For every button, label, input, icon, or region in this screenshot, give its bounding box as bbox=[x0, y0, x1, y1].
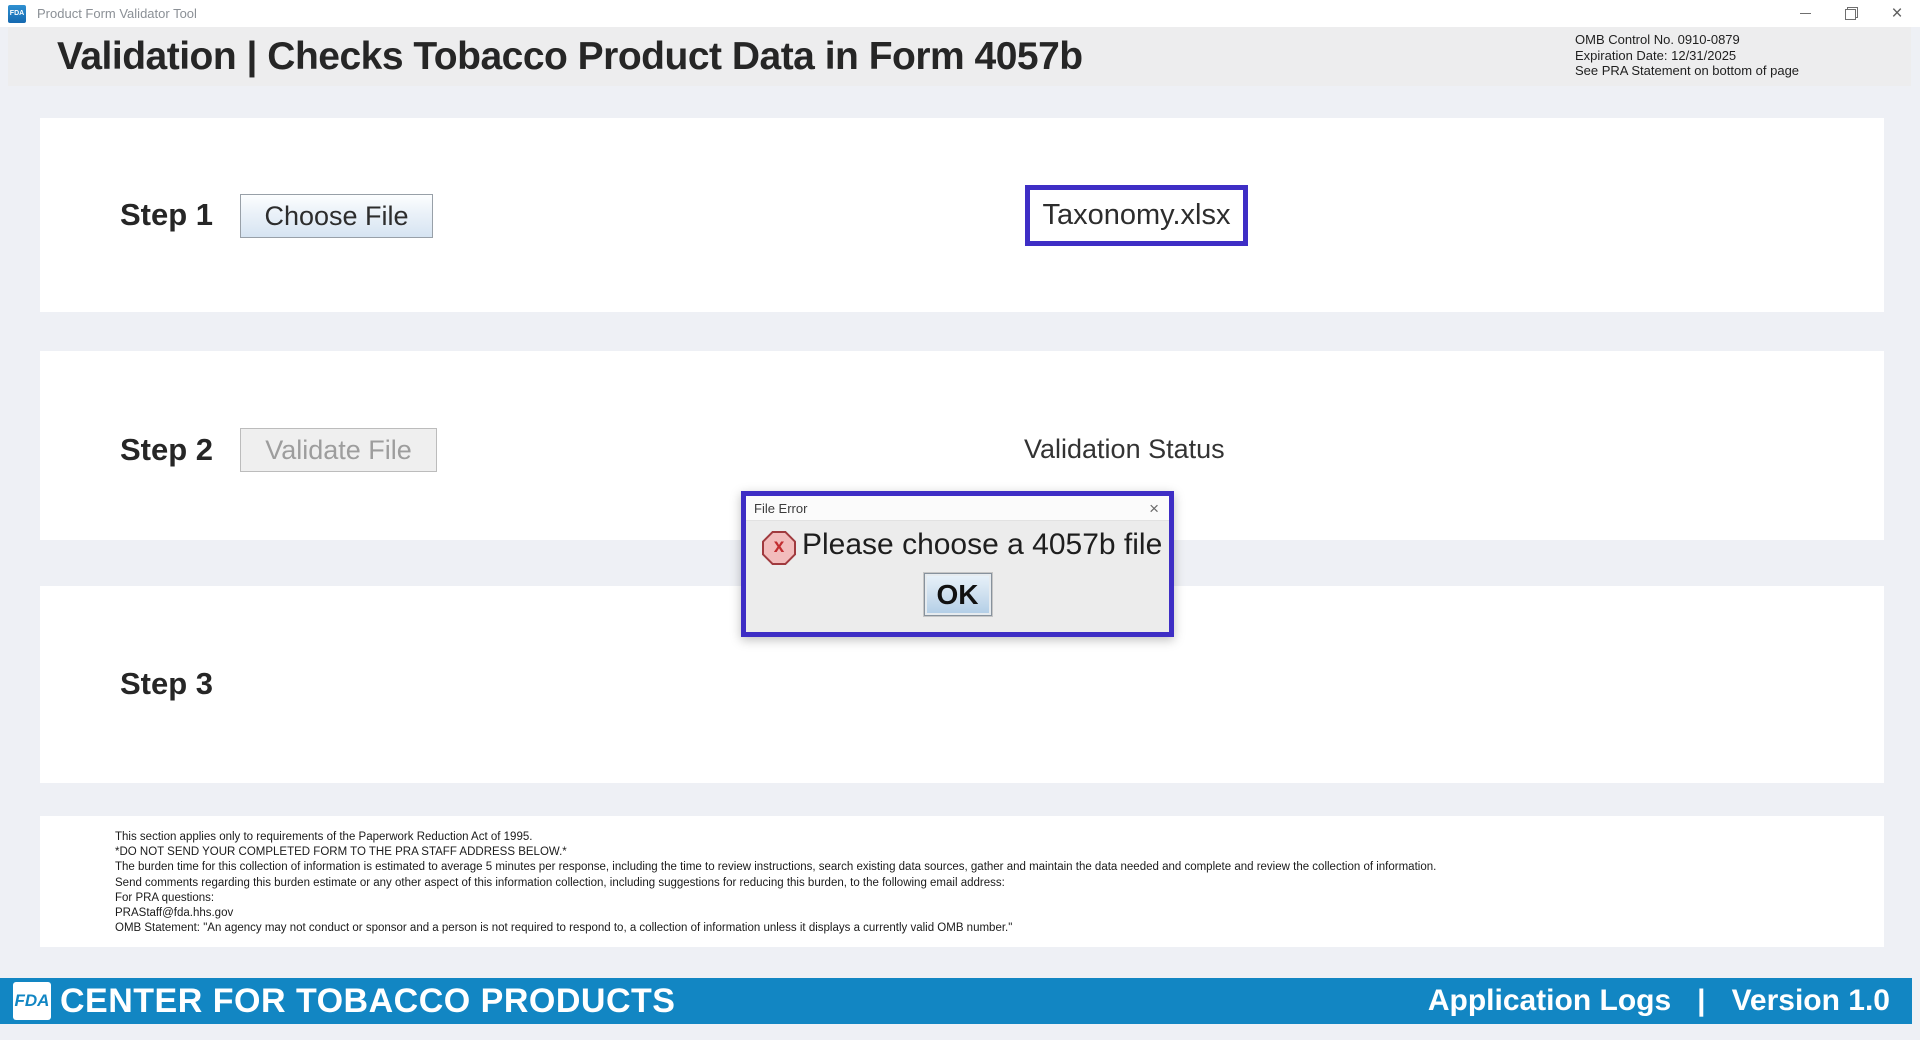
window-controls: × bbox=[1782, 0, 1920, 27]
omb-pra-note: See PRA Statement on bottom of page bbox=[1575, 63, 1800, 78]
error-icon: x bbox=[762, 531, 796, 565]
omb-info: OMB Control No. 0910-0879 Expiration Dat… bbox=[1575, 32, 1799, 79]
omb-control-number: OMB Control No. 0910-0879 bbox=[1575, 32, 1740, 47]
fda-app-icon: FDA bbox=[8, 4, 26, 23]
page-header: Validation | Checks Tobacco Product Data… bbox=[8, 27, 1911, 86]
footer-org-name: CENTER FOR TOBACCO PRODUCTS bbox=[60, 981, 676, 1020]
step1-card: Step 1 Choose File Taxonomy.xlsx bbox=[40, 118, 1884, 312]
file-error-dialog: File Error × x Please choose a 4057b fil… bbox=[741, 491, 1174, 637]
restore-icon bbox=[1844, 7, 1858, 20]
pra-line: Send comments regarding this burden esti… bbox=[115, 876, 1005, 889]
pra-line: The burden time for this collection of i… bbox=[115, 861, 1437, 874]
validate-file-button[interactable]: Validate File bbox=[240, 428, 437, 472]
pra-line: For PRA questions: bbox=[115, 891, 215, 904]
pra-card: This section applies only to requirement… bbox=[40, 816, 1884, 947]
pra-line: PRAStaff@fda.hhs.gov bbox=[115, 907, 234, 920]
window-title: Product Form Validator Tool bbox=[37, 6, 197, 21]
maximize-button[interactable] bbox=[1828, 0, 1874, 27]
dialog-close-icon: × bbox=[1149, 498, 1159, 518]
footer-right-group: Application Logs | Version 1.0 bbox=[1428, 984, 1890, 1018]
selected-file-box: Taxonomy.xlsx bbox=[1025, 185, 1248, 246]
selected-file-name: Taxonomy.xlsx bbox=[1042, 199, 1231, 231]
step2-label: Step 2 bbox=[120, 432, 214, 467]
pra-line: *DO NOT SEND YOUR COMPLETED FORM TO THE … bbox=[115, 846, 567, 859]
footer-divider: | bbox=[1697, 984, 1706, 1017]
step1-label: Step 1 bbox=[120, 197, 214, 232]
dialog-close-button[interactable]: × bbox=[1149, 500, 1159, 517]
close-button[interactable]: × bbox=[1874, 0, 1920, 27]
footer-fda-logo-icon: FDA bbox=[13, 982, 51, 1020]
dialog-message: Please choose a 4057b file bbox=[802, 528, 1163, 561]
page-title: Validation | Checks Tobacco Product Data… bbox=[57, 34, 1083, 78]
error-icon-x: x bbox=[773, 535, 785, 557]
minimize-button[interactable] bbox=[1782, 0, 1828, 27]
ok-button[interactable]: OK bbox=[923, 573, 992, 616]
omb-expiration-date: Expiration Date: 12/31/2025 bbox=[1575, 47, 1737, 63]
pra-line: This section applies only to requirement… bbox=[115, 831, 533, 843]
footer-bar: FDA CENTER FOR TOBACCO PRODUCTS Applicat… bbox=[0, 978, 1912, 1024]
close-icon: × bbox=[1891, 3, 1903, 24]
dialog-title: File Error bbox=[754, 500, 808, 516]
application-logs-link[interactable]: Application Logs bbox=[1427, 984, 1672, 1017]
pra-line: OMB Statement: "An agency may not conduc… bbox=[115, 922, 1013, 935]
choose-file-button[interactable]: Choose File bbox=[240, 194, 433, 238]
error-icon-octagon-fill bbox=[764, 533, 794, 563]
window-titlebar: FDA Product Form Validator Tool × bbox=[0, 0, 1920, 27]
dialog-titlebar: File Error × bbox=[746, 496, 1169, 521]
dialog-body: x Please choose a 4057b file OK bbox=[746, 521, 1169, 632]
minimize-icon bbox=[1799, 13, 1811, 14]
version-label: Version 1.0 bbox=[1731, 984, 1890, 1017]
step3-label: Step 3 bbox=[120, 666, 214, 701]
validation-status-label: Validation Status bbox=[1024, 434, 1225, 464]
pra-statement: This section applies only to requirement… bbox=[40, 816, 1884, 936]
